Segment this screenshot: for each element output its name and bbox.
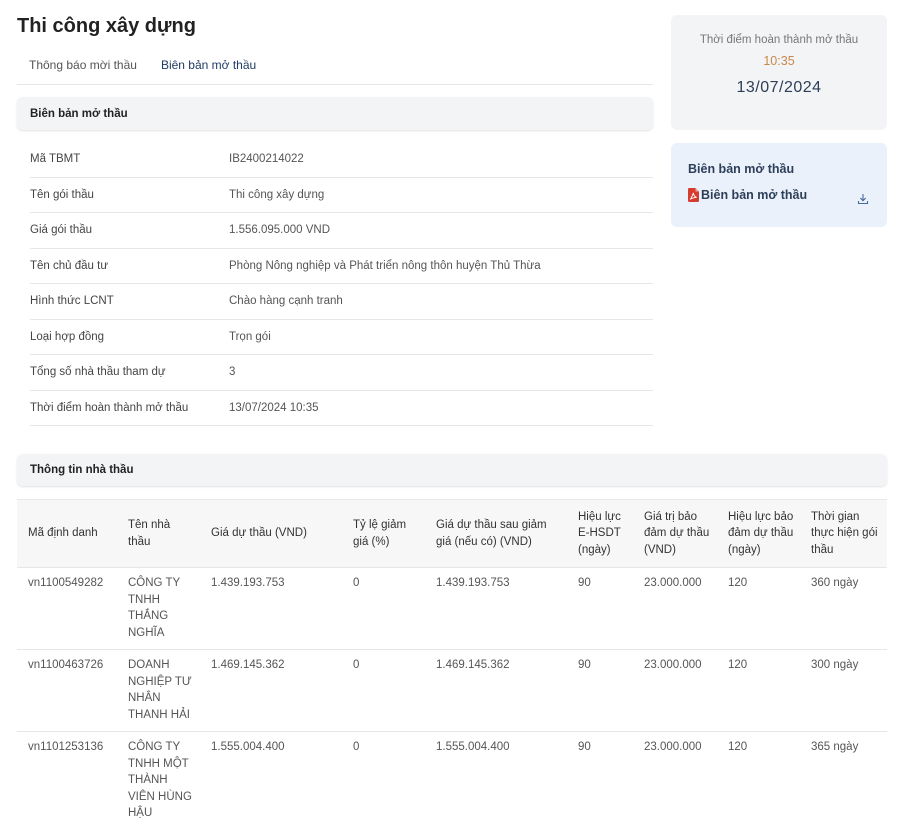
table-cell: 1.555.004.400 — [200, 731, 342, 819]
info-value: 1.556.095.000 VND — [229, 224, 331, 237]
table-row: vn1100463726 DOANH NGHIỆP TƯ NHÂN THANH … — [17, 649, 887, 732]
info-value: Trọn gói — [229, 330, 271, 343]
info-label: Mã TBMT — [30, 153, 81, 166]
table-cell: 300 ngày — [800, 649, 887, 732]
table-cell: vn1100549282 — [17, 567, 117, 650]
column-header: Giá dự thầu (VND) — [200, 499, 342, 568]
completion-time-card: Thời điểm hoàn thành mở thầu 10:35 13/07… — [671, 15, 887, 130]
table-cell: CÔNG TY TNHH THẮNG NGHĨA — [117, 567, 200, 650]
download-icon[interactable] — [857, 192, 869, 205]
contractor-section-header: Thông tin nhà thầu — [17, 454, 887, 486]
document-card-title: Biên bản mở thầu — [688, 162, 795, 176]
info-row: Giá gói thầu 1.556.095.000 VND — [30, 213, 653, 249]
table-cell: 90 — [567, 567, 633, 650]
column-header: Tỷ lệ giảm giá (%) — [342, 499, 425, 568]
pdf-icon — [688, 188, 699, 202]
column-header: Hiệu lực bảo đảm dự thầu (ngày) — [717, 499, 800, 568]
page-title: Thi công xây dựng — [17, 15, 196, 37]
table-cell: 0 — [342, 649, 425, 732]
table-cell: 23.000.000 — [633, 731, 717, 819]
completion-time: 10:35 — [763, 54, 795, 68]
table-cell: 1.439.193.753 — [200, 567, 342, 650]
tab-bar: Thông báo mời thầu Biên bản mở thầu — [17, 50, 653, 85]
column-header: Mã định danh — [17, 499, 117, 568]
table-cell: 23.000.000 — [633, 567, 717, 650]
info-value: Chào hàng cạnh tranh — [229, 295, 343, 308]
table-cell: 120 — [717, 649, 800, 732]
table-cell: 0 — [342, 567, 425, 650]
table-cell: 1.439.193.753 — [425, 567, 567, 650]
table-cell: 23.000.000 — [633, 649, 717, 732]
table-cell: 120 — [717, 567, 800, 650]
contractor-bid-table: Mã định danh Tên nhà thầu Giá dự thầu (V… — [17, 499, 887, 819]
table-cell: 1.469.145.362 — [200, 649, 342, 732]
table-cell: 360 ngày — [800, 567, 887, 650]
tab-opening-minutes[interactable]: Biên bản mở thầu — [160, 58, 257, 72]
completion-date: 13/07/2024 — [736, 79, 822, 96]
table-cell: 90 — [567, 649, 633, 732]
info-row: Loại hợp đồng Trọn gói — [30, 320, 653, 355]
tab-invitation-notice[interactable]: Thông báo mời thầu — [29, 58, 137, 72]
table-cell: CÔNG TY TNHH MỘT THÀNH VIÊN HÙNG HẬU — [117, 731, 200, 819]
info-row: Thời điểm hoàn thành mở thầu 13/07/2024 … — [30, 391, 653, 426]
table-header-row: Mã định danh Tên nhà thầu Giá dự thầu (V… — [17, 499, 887, 568]
info-label: Tên chủ đầu tư — [30, 259, 109, 272]
info-label: Loại hợp đồng — [30, 330, 105, 343]
table-cell: 120 — [717, 731, 800, 819]
info-label: Thời điểm hoàn thành mở thầu — [30, 401, 189, 414]
column-header: Giá dự thầu sau giảm giá (nếu có) (VND) — [425, 499, 567, 568]
info-label: Giá gói thầu — [30, 224, 93, 237]
info-label: Hình thức LCNT — [30, 295, 114, 308]
table-cell: vn1100463726 — [17, 649, 117, 732]
column-header: Hiệu lực E-HSDT (ngày) — [567, 499, 633, 568]
column-header: Thời gian thực hiện gói thầu — [800, 499, 887, 568]
table-cell: vn1101253136 — [17, 731, 117, 819]
column-header: Tên nhà thầu — [117, 499, 200, 568]
table-cell: 1.469.145.362 — [425, 649, 567, 732]
column-header: Giá trị bảo đảm dự thầu (VND) — [633, 499, 717, 568]
opening-info-table: Mã TBMT IB2400214022 Tên gói thầu Thi cô… — [30, 142, 653, 426]
table-cell: DOANH NGHIỆP TƯ NHÂN THANH HẢI — [117, 649, 200, 732]
info-row: Tên gói thầu Thi công xây dựng — [30, 178, 653, 213]
info-value: Thi công xây dựng — [229, 188, 325, 201]
table-row: vn1100549282 CÔNG TY TNHH THẮNG NGHĨA 1.… — [17, 567, 887, 650]
opening-minutes-file-link[interactable]: Biên bản mở thầu — [688, 188, 887, 202]
info-row: Tên chủ đầu tư Phòng Nông nghiệp và Phát… — [30, 249, 653, 284]
info-label: Tên gói thầu — [30, 188, 94, 201]
table-cell: 1.555.004.400 — [425, 731, 567, 819]
table-cell: 0 — [342, 731, 425, 819]
opening-section-header: Biên bản mở thầu — [17, 97, 653, 130]
info-label: Tổng số nhà thầu tham dự — [30, 366, 166, 379]
info-value: 3 — [229, 366, 236, 379]
completion-time-label: Thời điểm hoàn thành mở thầu — [699, 34, 859, 46]
info-value: Phòng Nông nghiệp và Phát triển nông thô… — [229, 259, 541, 272]
info-row: Mã TBMT IB2400214022 — [30, 142, 653, 178]
info-row: Tổng số nhà thầu tham dự 3 — [30, 355, 653, 391]
table-cell: 365 ngày — [800, 731, 887, 819]
info-value: 13/07/2024 10:35 — [229, 401, 319, 414]
file-label: Biên bản mở thầu — [701, 188, 808, 202]
info-value: IB2400214022 — [229, 153, 304, 166]
document-card: Biên bản mở thầu Biên bản mở thầu — [671, 143, 887, 227]
table-cell: 90 — [567, 731, 633, 819]
info-row: Hình thức LCNT Chào hàng cạnh tranh — [30, 284, 653, 320]
table-row: vn1101253136 CÔNG TY TNHH MỘT THÀNH VIÊN… — [17, 731, 887, 819]
